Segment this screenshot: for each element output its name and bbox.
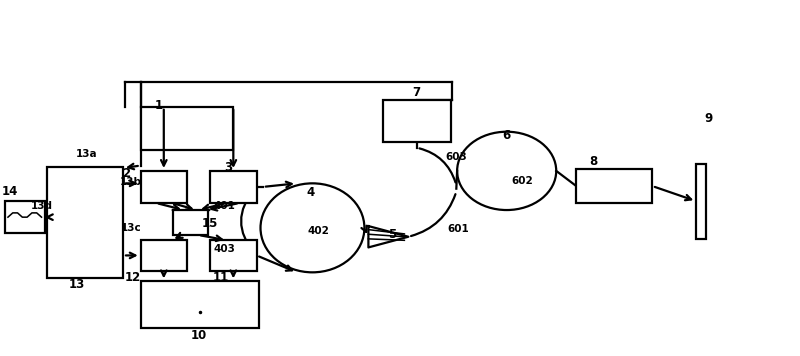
Bar [382, 100, 450, 142]
Text: 2: 2 [122, 167, 130, 180]
FancyArrowPatch shape [241, 189, 254, 253]
Bar [141, 281, 259, 328]
Text: 13: 13 [69, 278, 85, 291]
Text: 603: 603 [446, 152, 467, 162]
Bar [210, 240, 257, 271]
Text: 7: 7 [412, 86, 421, 99]
Bar [141, 171, 187, 203]
Bar [576, 169, 652, 203]
Text: 602: 602 [511, 176, 533, 186]
Bar [210, 171, 257, 203]
Text: 14: 14 [2, 185, 18, 198]
Text: 6: 6 [502, 129, 510, 142]
Bar [696, 164, 706, 239]
Text: 8: 8 [590, 156, 598, 168]
Bar [141, 107, 233, 150]
Bar [173, 210, 208, 235]
Text: 13a: 13a [76, 149, 98, 159]
Text: 11: 11 [213, 271, 229, 284]
Text: 13b: 13b [120, 177, 142, 187]
FancyArrowPatch shape [419, 148, 455, 183]
Text: 12: 12 [125, 271, 141, 284]
FancyArrowPatch shape [411, 194, 455, 236]
Text: 1: 1 [155, 99, 163, 111]
Text: 402: 402 [308, 226, 330, 236]
Bar [47, 167, 123, 278]
Text: 4: 4 [306, 186, 315, 199]
Text: 10: 10 [191, 329, 207, 342]
Bar [141, 240, 187, 271]
Text: 601: 601 [447, 224, 469, 234]
Text: 5: 5 [388, 229, 397, 241]
Text: 9: 9 [704, 112, 712, 125]
Text: 3: 3 [225, 161, 233, 174]
Bar [5, 201, 45, 233]
Text: 401: 401 [214, 201, 235, 211]
Text: 13c: 13c [121, 223, 142, 233]
Text: 13d: 13d [31, 201, 54, 211]
Text: 15: 15 [202, 217, 218, 230]
Text: 403: 403 [214, 244, 235, 254]
